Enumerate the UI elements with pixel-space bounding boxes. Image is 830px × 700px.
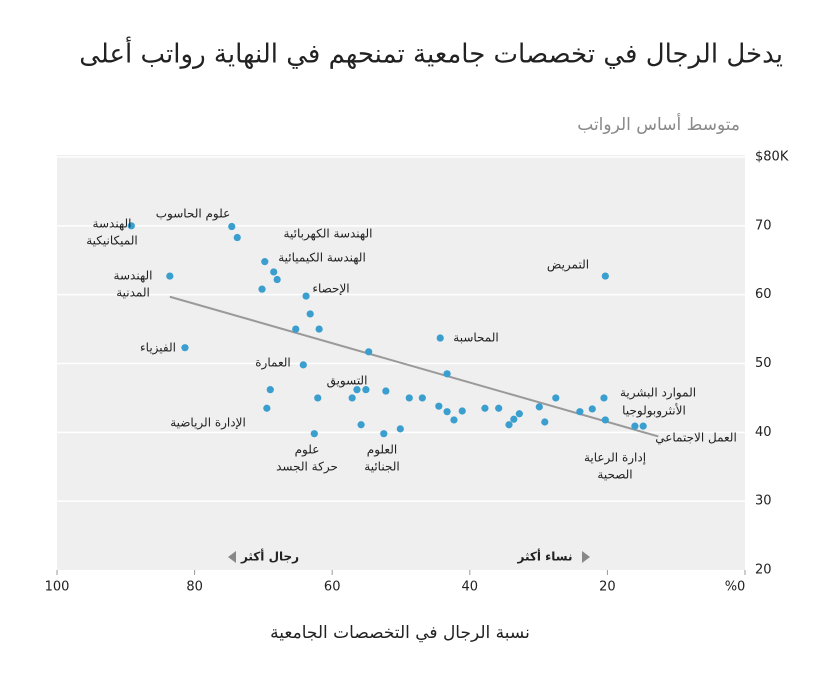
data-point — [576, 408, 584, 416]
data-point — [270, 268, 278, 276]
data-point — [458, 407, 466, 415]
x-tick-label: 80 — [186, 580, 203, 595]
annotation: الميكانيكية — [86, 234, 137, 248]
data-point — [127, 222, 135, 230]
y-axis-title: متوسط أساس الرواتب — [577, 113, 740, 135]
y-tick-label: $80K — [755, 150, 789, 165]
annotation: الهندسة الكيميائية — [278, 251, 366, 265]
data-point — [258, 285, 266, 293]
data-point — [357, 421, 365, 429]
arrow-left — [228, 551, 236, 563]
data-point — [181, 344, 189, 352]
y-tick-label: 50 — [755, 356, 772, 371]
data-point — [510, 415, 518, 423]
data-point — [299, 361, 307, 369]
x-tick-label: 60 — [324, 580, 341, 595]
data-point — [405, 394, 413, 402]
annotation: إدارة الرعاية — [584, 451, 646, 466]
x-axis-title: نسبة الرجال في التخصصات الجامعية — [270, 623, 530, 643]
annotation: الهندسة — [93, 217, 132, 231]
y-tick-label: 30 — [755, 494, 772, 509]
annotation: علوم الحاسوب — [156, 207, 231, 222]
data-point — [495, 404, 503, 412]
y-tick-label: 60 — [755, 287, 772, 302]
data-point — [261, 258, 269, 266]
y-tick-label: 40 — [755, 425, 772, 440]
data-point — [233, 233, 241, 242]
data-point — [380, 430, 388, 438]
data-point — [348, 394, 356, 402]
data-point — [535, 403, 543, 411]
annotation: الجنائية — [364, 460, 399, 474]
data-point — [443, 370, 451, 378]
data-point — [228, 222, 236, 231]
annotation: العمل الاجتماعي — [655, 431, 737, 445]
data-point — [266, 386, 274, 394]
annotation: علوم — [295, 443, 320, 458]
annotation: التسويق — [327, 374, 368, 389]
data-point — [450, 416, 458, 424]
x-tick-label: %0 — [725, 580, 746, 595]
data-point — [436, 334, 444, 342]
annotation: الإحصاء — [312, 282, 349, 296]
data-point — [273, 275, 281, 284]
data-point — [382, 387, 390, 395]
annotation: الهندسة — [114, 269, 153, 283]
data-point — [515, 410, 523, 418]
data-point — [314, 394, 322, 402]
data-point — [435, 402, 443, 410]
y-tick-label: 70 — [755, 218, 772, 233]
annotation: الموارد البشرية — [620, 386, 696, 401]
data-point — [601, 272, 609, 280]
annotation: المدنية — [116, 286, 150, 300]
data-point — [639, 422, 647, 430]
data-point — [443, 408, 451, 416]
data-point — [310, 430, 318, 438]
annotation: الإدارة الرياضية — [170, 416, 246, 431]
data-point — [292, 325, 300, 333]
data-point — [481, 404, 489, 412]
data-point — [315, 325, 323, 333]
annotation: حركة الجسد — [276, 460, 338, 475]
data-point — [505, 421, 513, 429]
data-point — [631, 422, 639, 430]
annotation: العلوم — [367, 443, 397, 458]
data-point — [541, 418, 549, 426]
chart-title: يدخل الرجال في تخصصات جامعية تمنحهم في ا… — [79, 36, 783, 70]
data-point — [166, 272, 174, 280]
data-point — [418, 394, 426, 402]
data-point — [552, 394, 560, 402]
data-point — [396, 425, 404, 433]
data-point — [588, 405, 596, 413]
annotation: الهندسة الكهربائية — [284, 227, 373, 242]
annotation: التمريض — [547, 258, 589, 273]
more-men-label: رجال أكثر — [240, 549, 299, 564]
data-point — [362, 386, 370, 394]
more-women-label: نساء أكثر — [517, 549, 573, 564]
data-point — [302, 292, 310, 300]
data-point — [353, 386, 361, 394]
x-tick-label: 40 — [462, 580, 479, 595]
data-point — [306, 310, 314, 318]
data-point — [365, 348, 373, 356]
data-point — [600, 394, 608, 402]
x-tick-label: 20 — [599, 580, 616, 595]
y-tick-label: 20 — [755, 563, 772, 578]
data-point — [601, 416, 609, 424]
x-tick-label: 100 — [45, 580, 70, 595]
annotation: الصحية — [597, 468, 632, 482]
annotation: المحاسبة — [453, 331, 498, 345]
arrow-right — [582, 551, 590, 563]
data-point — [263, 404, 271, 412]
annotation: العمارة — [255, 356, 290, 371]
annotation: الأنثروبولوجيا — [622, 403, 686, 419]
annotation: الفيزياء — [140, 341, 176, 356]
